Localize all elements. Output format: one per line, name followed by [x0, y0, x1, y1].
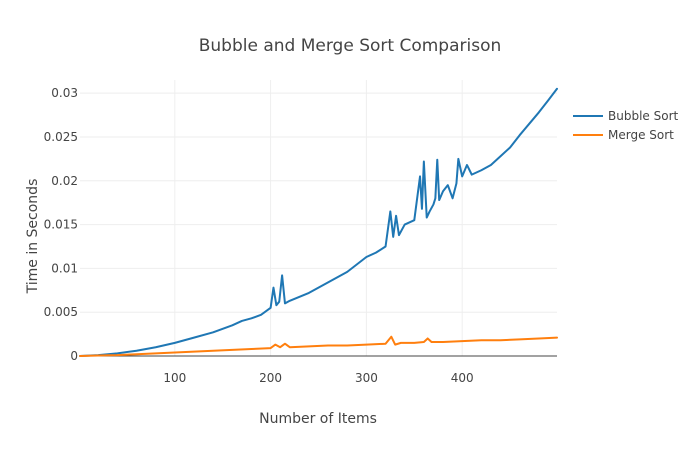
legend-label: Bubble Sort	[608, 109, 678, 123]
y-tick-label: 0.01	[51, 261, 78, 275]
y-tick-label: 0.005	[44, 305, 78, 319]
y-tick-label: 0	[70, 349, 78, 363]
chart-title: Bubble and Merge Sort Comparison	[199, 36, 502, 56]
legend-item-bubble-sort[interactable]: Bubble Sort	[573, 109, 678, 123]
x-tick-label: 100	[163, 371, 186, 385]
series-layer	[79, 87, 558, 357]
y-tick-label: 0.02	[51, 174, 78, 188]
y-tick-label: 0.03	[51, 86, 78, 100]
series-line-merge-sort[interactable]	[79, 335, 558, 357]
x-tick-label: 400	[451, 371, 474, 385]
x-tick-label: 200	[259, 371, 282, 385]
x-axis-title: Number of Items	[259, 411, 377, 427]
legend-label: Merge Sort	[608, 128, 674, 142]
y-tick-label: 0.025	[44, 130, 78, 144]
legend-item-merge-sort[interactable]: Merge Sort	[573, 128, 674, 142]
y-axis-title: Time in Seconds	[25, 179, 41, 295]
series-line-bubble-sort[interactable]	[79, 87, 558, 357]
axis-layer: 100 200 300 400 0 0.005 0.01 0.015 0.02 0.025 0.03	[44, 86, 557, 385]
legend[interactable]: Bubble Sort Merge Sort	[573, 109, 678, 142]
x-tick-label: 300	[355, 371, 378, 385]
y-tick-label: 0.015	[44, 218, 78, 232]
grid-layer	[80, 80, 557, 356]
